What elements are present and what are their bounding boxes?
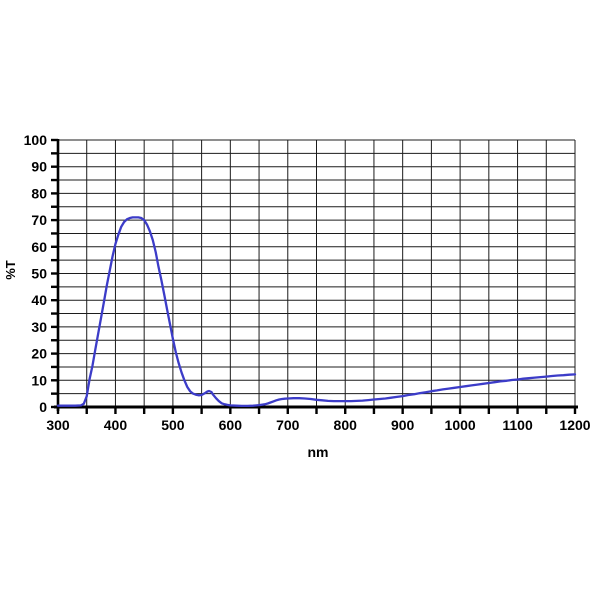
x-tick-label: 1200 [559, 417, 590, 433]
tick-layer [51, 138, 577, 414]
y-tick-label: 60 [31, 239, 47, 255]
x-axis-title: nm [308, 444, 329, 460]
x-tick-label: 600 [219, 417, 243, 433]
x-tick-label: 700 [276, 417, 300, 433]
x-tick-label: 1100 [502, 417, 533, 433]
transmission-curve [56, 216, 577, 408]
y-tick-label: 80 [31, 185, 47, 201]
grid-layer [57, 139, 576, 408]
tick-label-layer: 300 400 500 600 700 800 900 1000 1100 1200 0 10 20 30… [24, 132, 591, 433]
y-tick-label: 10 [31, 372, 47, 388]
x-tick-label: 800 [334, 417, 358, 433]
y-tick-label: 30 [31, 319, 47, 335]
x-tick-label: 1000 [445, 417, 476, 433]
y-tick-label: 0 [39, 399, 47, 415]
y-tick-label: 40 [31, 292, 47, 308]
x-tick-label: 400 [104, 417, 128, 433]
y-tick-label: 50 [31, 266, 47, 282]
x-tick-label: 500 [161, 417, 185, 433]
y-tick-label: 90 [31, 159, 47, 175]
axes-layer [54, 139, 578, 411]
x-tick-label: 900 [391, 417, 415, 433]
curve-layer [56, 216, 577, 408]
y-tick-label: 70 [31, 212, 47, 228]
x-tick-label: 300 [46, 417, 70, 433]
y-axis-title: %T [3, 260, 18, 280]
y-tick-label: 100 [24, 132, 48, 148]
y-tick-label: 20 [31, 346, 47, 362]
